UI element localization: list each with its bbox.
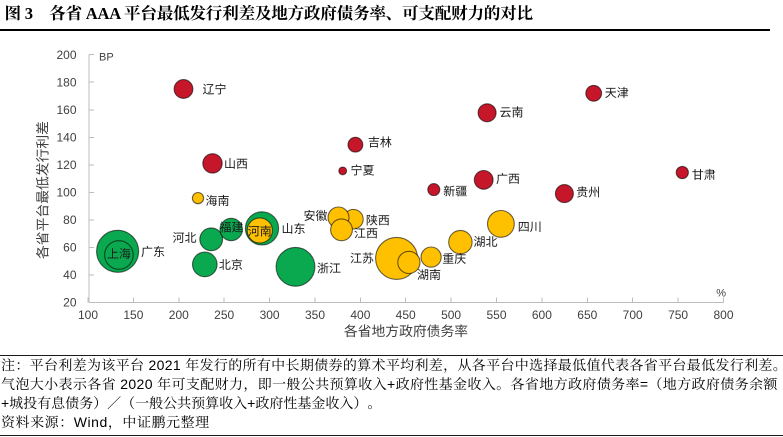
svg-text:120: 120	[56, 158, 76, 172]
svg-text:80: 80	[63, 213, 77, 227]
svg-text:550: 550	[486, 308, 506, 322]
svg-text:山西: 山西	[224, 157, 248, 171]
svg-text:400: 400	[350, 308, 370, 322]
svg-text:250: 250	[214, 308, 234, 322]
svg-text:300: 300	[260, 308, 280, 322]
svg-text:江苏: 江苏	[350, 252, 374, 266]
svg-text:上海: 上海	[107, 247, 131, 261]
svg-text:100: 100	[78, 308, 98, 322]
svg-text:600: 600	[532, 308, 552, 322]
svg-text:200: 200	[169, 308, 189, 322]
svg-text:山东: 山东	[282, 222, 306, 236]
svg-text:宁夏: 宁夏	[351, 164, 375, 178]
svg-text:江西: 江西	[354, 227, 378, 241]
svg-text:350: 350	[305, 308, 325, 322]
svg-text:60: 60	[63, 241, 77, 255]
svg-text:安徽: 安徽	[304, 209, 328, 223]
svg-text:各省地方政府债务率: 各省地方政府债务率	[344, 324, 468, 339]
svg-text:河南: 河南	[248, 225, 272, 239]
svg-text:200: 200	[56, 48, 76, 62]
svg-text:20: 20	[63, 296, 77, 310]
svg-text:云南: 云南	[500, 105, 524, 119]
svg-text:500: 500	[441, 308, 461, 322]
svg-text:重庆: 重庆	[442, 252, 466, 266]
svg-text:各省平台最低发行利差: 各省平台最低发行利差	[36, 121, 51, 259]
svg-text:天津: 天津	[605, 86, 629, 100]
svg-text:650: 650	[577, 308, 597, 322]
svg-text:吉林: 吉林	[368, 135, 392, 149]
svg-text:陕西: 陕西	[366, 213, 390, 227]
svg-text:700: 700	[623, 308, 643, 322]
svg-text:BP: BP	[99, 51, 114, 63]
svg-text:甘肃: 甘肃	[692, 168, 716, 182]
svg-text:140: 140	[56, 131, 76, 145]
svg-text:北京: 北京	[219, 258, 243, 272]
svg-text:广东: 广东	[141, 245, 165, 259]
svg-text:广西: 广西	[496, 172, 520, 186]
svg-text:450: 450	[396, 308, 416, 322]
svg-text:湖北: 湖北	[474, 235, 498, 249]
svg-text:辽宁: 辽宁	[203, 82, 227, 96]
svg-text:新疆: 新疆	[443, 185, 467, 199]
svg-text:四川: 四川	[518, 220, 542, 234]
svg-text:%: %	[716, 288, 726, 300]
svg-text:40: 40	[63, 268, 77, 282]
svg-text:100: 100	[56, 186, 76, 200]
svg-text:800: 800	[713, 308, 733, 322]
svg-text:湖南: 湖南	[417, 268, 441, 282]
svg-text:750: 750	[668, 308, 688, 322]
svg-text:浙江: 浙江	[317, 261, 341, 275]
svg-text:河北: 河北	[173, 231, 197, 245]
svg-text:180: 180	[56, 75, 76, 89]
svg-text:海南: 海南	[206, 194, 230, 208]
svg-text:贵州: 贵州	[576, 186, 600, 200]
svg-text:160: 160	[56, 103, 76, 117]
svg-text:150: 150	[123, 308, 143, 322]
svg-text:福建: 福建	[219, 221, 243, 235]
